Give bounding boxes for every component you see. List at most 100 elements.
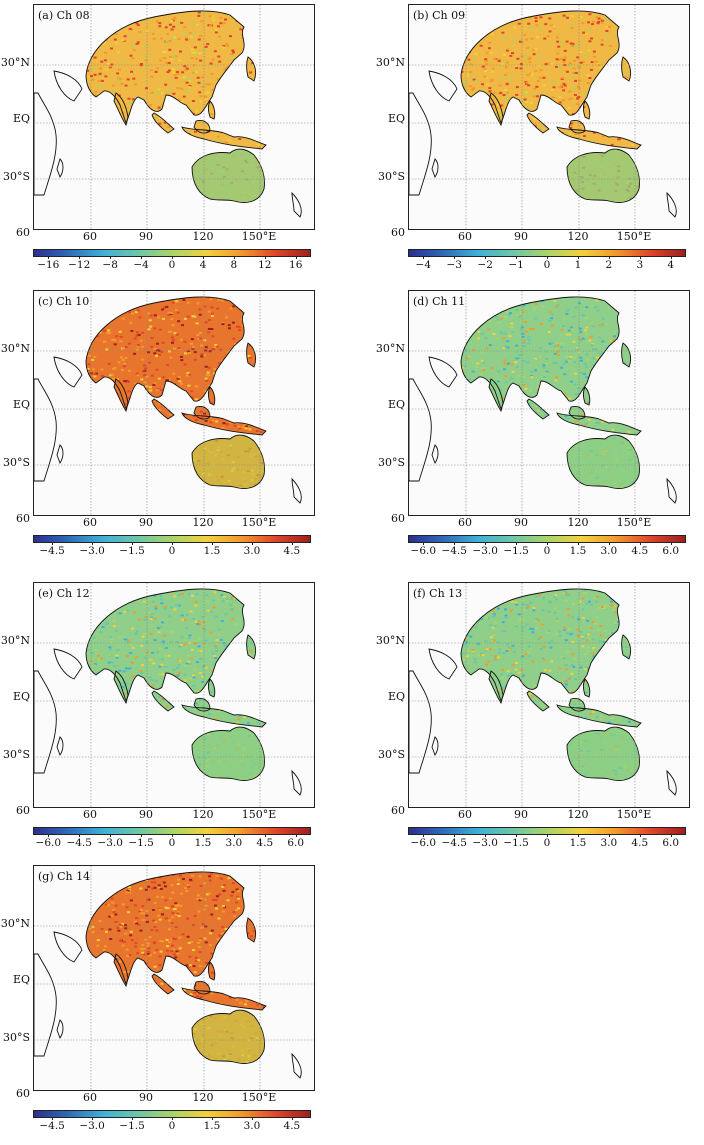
colorbar-tick-label: 2 [605,259,613,271]
latitude-label: 60 [391,804,405,817]
longitude-label: 60 [458,808,472,821]
coastlines [34,296,302,504]
latitude-label: 60 [391,512,405,525]
longitude-label: 120 [192,230,214,243]
colorbar-tick [52,542,54,545]
colorbar-tick [251,542,253,545]
colorbar-tick-label: −3.0 [97,837,123,849]
latitude-label: 30°N [0,634,30,647]
colorbar-tick [423,834,425,837]
colorbar-tick [79,256,81,259]
panel-label: (a) Ch 08 [38,9,90,22]
panel-label: (g) Ch 14 [38,870,91,883]
colorbar-tick-label: 4 [199,259,207,271]
longitude-label: 120 [192,808,214,821]
latitude-label: EQ [12,398,30,411]
colorbar-tick [423,256,425,259]
latitude-label: EQ [387,690,405,703]
colorbar-tick [141,834,143,837]
colorbar-tick [202,256,204,259]
colorbar-tick [454,834,456,837]
latitude-label: EQ [12,973,30,986]
colorbar-tick-label: 1.5 [194,837,212,849]
colorbar-tick [516,542,518,545]
colorbar-tick-label: −12 [68,259,91,271]
longitude-label: 150°E [616,516,652,529]
map-canvas [409,5,689,229]
colorbar-tick [132,1117,134,1120]
map-frame: (c) Ch 10 [33,290,315,516]
panel-label: (c) Ch 10 [38,295,90,308]
map-frame: (b) Ch 09 [408,4,690,230]
colorbar-tick-label: 1 [574,259,582,271]
latitude-label: 30°N [375,56,405,69]
colorbar-tick-label: 6.0 [287,837,305,849]
panel-label: (e) Ch 12 [38,587,90,600]
longitude-label: 60 [83,230,97,243]
colorbar-tick-label: 1.5 [203,1120,221,1132]
longitude-label: 90 [514,230,528,243]
latitude-label: EQ [387,112,405,125]
colorbar-tick-label: −1.5 [503,837,529,849]
colorbar-tick-label: 12 [258,259,272,271]
colorbar-tick [233,834,235,837]
colorbar-tick-label: −1.5 [119,545,145,557]
colorbar-tick [670,542,672,545]
colorbar-tick [251,1117,253,1120]
colorbar-tick [639,256,641,259]
coastlines [34,10,302,218]
latitude-label: 30°N [0,56,30,69]
colorbar-tick-label: 3 [636,259,644,271]
latitude-label: 60 [391,226,405,239]
latitude-label: 60 [16,804,30,817]
map-canvas [409,291,689,515]
colorbar-tick-label: −3 [446,259,462,271]
colorbar-tick-label: −1 [508,259,524,271]
colorbar-tick [172,834,173,837]
colorbar-tick-label: −1.5 [128,837,154,849]
colorbar-tick-label: −6.0 [410,545,437,557]
colorbar-tick-label: −2 [477,259,493,271]
longitude-label: 90 [139,808,153,821]
longitude-label: 90 [139,1091,153,1104]
map-panel: (c) Ch 10 30°N EQ 30°S 60 60 90 120 150°E −4.5 −3.… [0,286,330,558]
colorbar-tick [485,542,487,545]
map-frame: (g) Ch 14 [33,865,315,1091]
colorbar-tick-label: 1.5 [203,545,221,557]
colorbar-tick-label: 16 [289,259,303,271]
latitude-label: EQ [12,112,30,125]
graticule [409,583,689,807]
colorbar-tick-label: 4.5 [283,545,301,557]
map-canvas [409,583,689,807]
colorbar-tick [211,542,213,545]
colorbar-tick [577,834,579,837]
latitude-label: 30°S [2,748,30,761]
colorbar-tick-label: −1.5 [503,545,529,557]
colorbar-tick [547,256,548,259]
map-frame: (d) Ch 11 [408,290,690,516]
colorbar-tick-label: 1.5 [569,837,587,849]
coastlines [409,296,677,504]
graticule [34,866,314,1090]
map-frame: (e) Ch 12 [33,582,315,808]
colorbar-tick [454,256,456,259]
longitude-label: 120 [567,808,589,821]
colorbar-tick-label: 6.0 [662,837,680,849]
colorbar-tick-label: 0 [168,1120,176,1132]
panel-label: (f) Ch 13 [413,587,463,600]
colorbar-tick-label: 3.0 [225,837,243,849]
map-canvas [34,291,314,515]
colorbar-tick [172,542,173,545]
colorbar-tick-label: 1.5 [569,545,587,557]
colorbar-tick-label: −4 [415,259,432,271]
longitude-label: 60 [458,516,472,529]
colorbar-tick [52,1117,54,1120]
longitude-label: 60 [83,1091,97,1104]
colorbar-tick [608,834,610,837]
colorbar-tick-label: 0 [543,259,551,271]
colorbar-tick-label: 4 [667,259,675,271]
colorbar-tick [485,834,487,837]
colorbar-tick [295,834,297,837]
colorbar-tick [547,542,548,545]
longitude-label: 150°E [241,516,277,529]
